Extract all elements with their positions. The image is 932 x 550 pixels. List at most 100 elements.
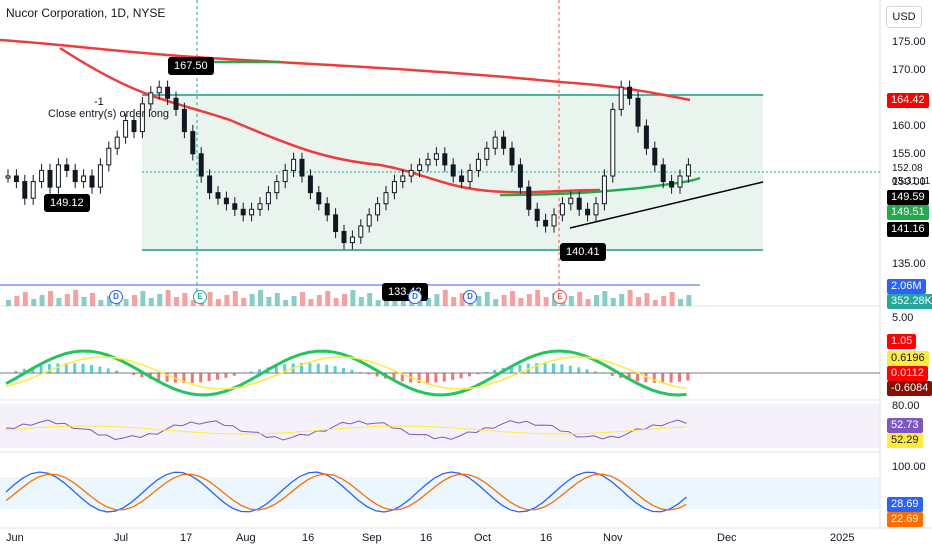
macd-histogram-bar <box>22 368 26 373</box>
macd-histogram-bar <box>325 364 329 373</box>
dividend-icon[interactable]: D <box>463 290 477 304</box>
candle-body <box>316 192 322 205</box>
candle-body <box>433 153 439 160</box>
ma50-line <box>59 46 601 194</box>
volume-bar <box>518 298 524 306</box>
candle-body <box>13 175 19 183</box>
candle-body <box>257 203 263 210</box>
volume-bar <box>56 298 62 306</box>
volume-bar <box>619 294 625 306</box>
candle-body <box>72 169 78 183</box>
candle-body <box>635 97 641 127</box>
volume-bar <box>291 296 297 306</box>
stoch-tag-1: 28.69 <box>887 497 923 512</box>
volume-bar <box>585 299 591 306</box>
time-tick-label: Dec <box>717 532 737 544</box>
macd-histogram-bar <box>610 373 614 376</box>
macd-histogram-bar <box>560 364 564 373</box>
volume-bar <box>384 296 389 306</box>
candle-body <box>652 147 658 166</box>
volume-bar <box>123 299 129 306</box>
volume-bar <box>316 295 322 306</box>
candle-body <box>534 208 540 221</box>
macd-histogram-bar <box>594 371 597 373</box>
macd-histogram-bar <box>627 373 631 380</box>
macd-histogram-bar <box>249 371 253 373</box>
volume-bar <box>644 293 650 306</box>
candle-body <box>181 108 187 133</box>
candle-body <box>366 214 372 227</box>
candle-body <box>349 236 355 244</box>
macd-histogram-bar <box>316 363 320 373</box>
macd-histogram-bar <box>442 373 446 382</box>
volume-bar <box>535 290 541 306</box>
candle-body <box>442 153 448 166</box>
rsi-tag-2: 52.29 <box>887 433 923 448</box>
volume-bar <box>39 295 45 306</box>
macd-histogram-bar <box>686 373 690 381</box>
macd-histogram-bar <box>552 363 555 373</box>
volume-bar <box>300 292 305 306</box>
volume-bar <box>266 297 272 306</box>
time-tick-label: Oct <box>474 532 492 544</box>
candle-body <box>324 203 330 216</box>
volume-bar <box>610 298 616 306</box>
rsi-ma-line <box>5 425 687 435</box>
candle-body <box>643 125 649 149</box>
macd-histogram-bar <box>669 373 673 383</box>
time-tick-label: Jun <box>6 532 24 544</box>
time-tick-label: Jul <box>114 532 129 544</box>
macd-histogram-bar <box>258 369 261 373</box>
candle-body <box>459 175 465 183</box>
price-tick-label: 150.00 <box>892 176 926 188</box>
macd-histogram-bar <box>636 373 639 382</box>
price-tick-label: 170.00 <box>892 64 926 76</box>
candle-body <box>450 164 456 177</box>
macd-histogram-bar <box>434 373 438 383</box>
macd-histogram-bar <box>106 368 110 373</box>
macd-tag-3: 0.0112 <box>887 366 928 381</box>
dividend-icon[interactable]: D <box>109 290 123 304</box>
ma200-line <box>0 38 691 102</box>
macd-histogram-bar <box>451 373 455 381</box>
macd-histogram-bar <box>157 373 161 381</box>
candle-body <box>559 203 565 216</box>
volume-bar <box>148 298 154 306</box>
dividend-icon[interactable]: D <box>408 290 422 304</box>
volume-bar <box>577 292 583 306</box>
volume-bar <box>98 300 104 306</box>
macd-histogram-bar <box>115 370 119 373</box>
macd-histogram-bar <box>493 369 497 373</box>
macd-histogram-bar <box>81 363 85 373</box>
volume-bar <box>367 293 373 306</box>
macd-histogram-bar <box>199 373 203 383</box>
candle-body <box>165 86 171 99</box>
earnings-icon[interactable]: E <box>553 290 567 304</box>
candle-body <box>576 197 582 210</box>
candle-body <box>341 231 347 244</box>
candle-body <box>22 181 28 199</box>
volume-bar <box>132 295 137 306</box>
candle-body <box>408 169 414 177</box>
currency-button[interactable]: USD <box>886 6 922 28</box>
macd-histogram-bar <box>98 366 102 373</box>
volume-bar <box>182 293 188 306</box>
volume-bar <box>678 299 683 306</box>
volume-bar <box>636 297 641 306</box>
macd-signal-line <box>5 356 687 390</box>
volume-bar <box>249 294 255 306</box>
candle-body <box>543 219 549 227</box>
rsi-axis-top: 80.00 <box>892 400 920 412</box>
macd-histogram-bar <box>577 367 581 373</box>
candle-body <box>265 192 271 205</box>
macd-histogram-bar <box>535 363 539 373</box>
candle-body <box>207 175 213 194</box>
earnings-icon[interactable]: E <box>193 290 207 304</box>
volume-bar <box>216 299 221 306</box>
macd-histogram-bar <box>132 373 135 375</box>
candle-body <box>685 164 691 177</box>
candle-body <box>156 86 162 94</box>
candle-body <box>307 175 313 194</box>
time-tick-label: 17 <box>180 532 193 544</box>
